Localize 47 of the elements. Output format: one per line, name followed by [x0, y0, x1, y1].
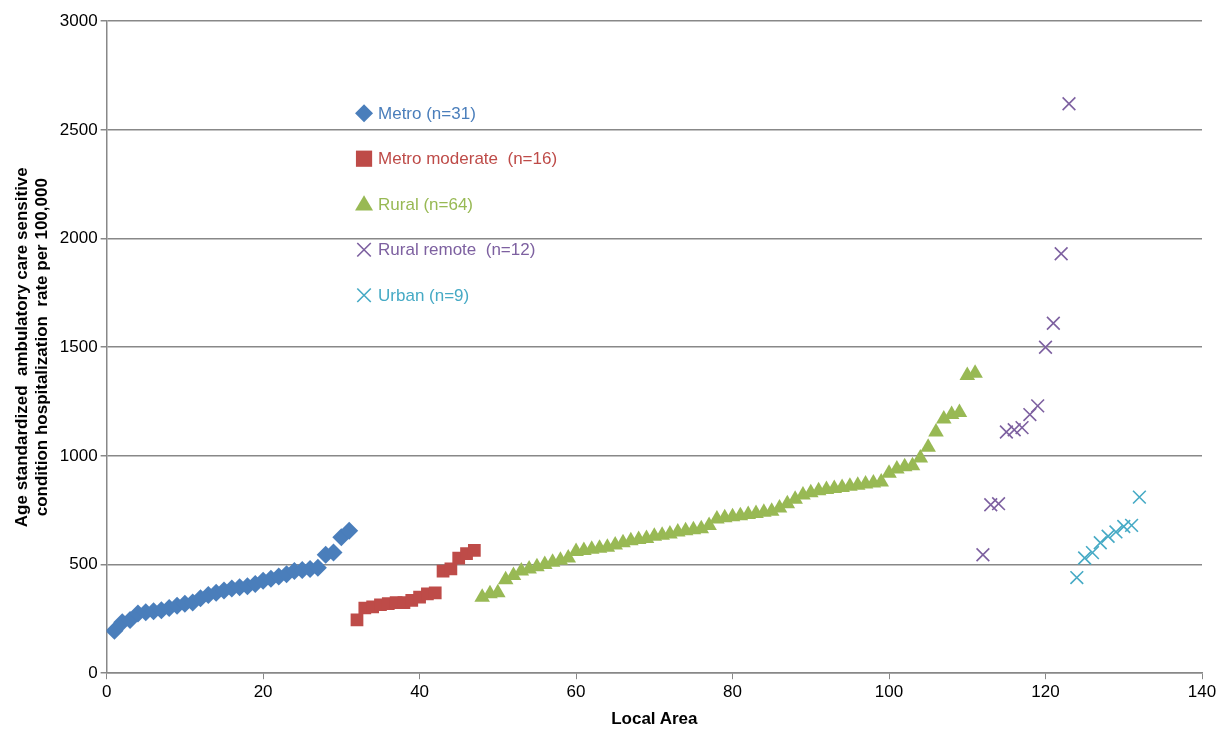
point [1007, 422, 1022, 437]
point [340, 521, 359, 540]
point [983, 497, 998, 512]
x-tick-label: 0 [101, 682, 112, 702]
legend-label: Metro moderate (n=16) [378, 149, 558, 169]
point [1022, 407, 1038, 422]
point [467, 544, 481, 557]
point [1093, 535, 1108, 550]
y-axis-title: Age standardized ambulatory care sensitive condition hospitalization rate per 100,000 [11, 167, 52, 528]
y-tick-label: 1500 [59, 336, 98, 356]
point [106, 621, 124, 640]
point [1046, 316, 1061, 331]
point [1069, 570, 1084, 585]
legend-label: Metro (n=31) [378, 103, 476, 123]
y-tick-label: 500 [69, 554, 98, 574]
point [991, 496, 1006, 511]
point [1124, 518, 1139, 533]
point [999, 424, 1014, 440]
y-tick-label: 1000 [59, 445, 98, 465]
point [1077, 550, 1092, 566]
x-tick-label: 40 [410, 682, 430, 702]
point [428, 586, 442, 600]
x-axis-title: Local Area [611, 709, 698, 729]
y-tick-label: 0 [88, 662, 98, 682]
point [1108, 524, 1124, 540]
point [1030, 398, 1045, 414]
x-tick-label: 20 [253, 682, 273, 702]
y-tick-label: 2500 [59, 119, 98, 139]
point [975, 547, 991, 562]
point [1014, 420, 1030, 435]
point [1116, 519, 1131, 534]
point [1054, 246, 1069, 261]
x-tick-label: 80 [723, 682, 743, 702]
x-tick-label: 140 [1187, 682, 1217, 702]
x-tick-label: 100 [874, 682, 904, 702]
y-tick-label: 3000 [59, 10, 98, 30]
point [1061, 96, 1077, 111]
point [1085, 545, 1100, 560]
x-tick-label: 60 [566, 682, 586, 702]
point [1132, 490, 1147, 505]
x-tick-label: 120 [1031, 682, 1060, 702]
legend-label: Rural remote (n=12) [378, 240, 536, 260]
y-tick-label: 2000 [59, 228, 98, 248]
legend-label: Urban (n=9) [378, 285, 470, 305]
point [1100, 529, 1116, 544]
legend-label: Rural (n=64) [378, 194, 473, 214]
point [1038, 340, 1053, 355]
